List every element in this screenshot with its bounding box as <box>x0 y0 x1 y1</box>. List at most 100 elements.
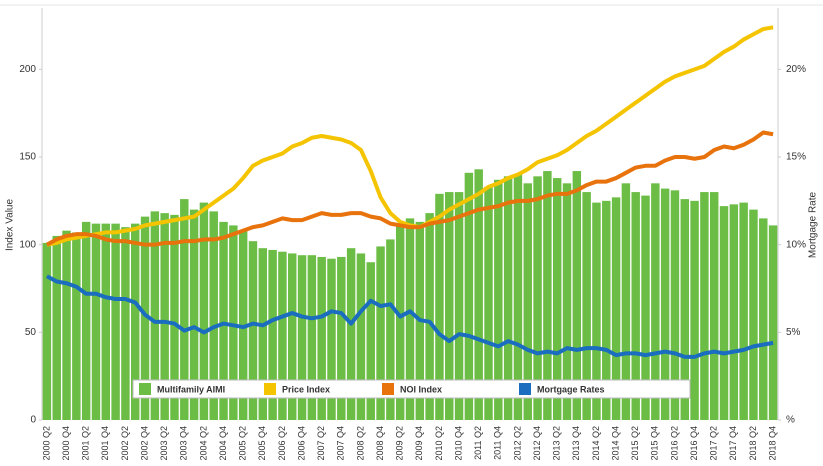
bar <box>523 183 532 420</box>
x-tick-label: 2002 Q2 <box>120 426 130 461</box>
bar <box>52 235 61 420</box>
bar <box>160 213 169 420</box>
x-tick-label: 2009 Q4 <box>414 426 424 461</box>
y-tick-label: 200 <box>19 64 36 75</box>
bar <box>631 192 640 420</box>
y-tick-label: 0 <box>30 415 36 426</box>
bar <box>189 209 199 420</box>
legend-swatch <box>382 383 394 395</box>
bar <box>307 255 317 420</box>
x-tick-label: 2011 Q4 <box>493 426 503 460</box>
bar <box>641 195 650 420</box>
bar <box>611 197 621 420</box>
x-tick-label: 2005 Q4 <box>257 426 267 461</box>
bar <box>503 176 513 420</box>
bar <box>229 225 238 420</box>
legend-label: Price Index <box>282 384 330 394</box>
bar <box>91 223 101 420</box>
bar <box>288 253 297 420</box>
x-tick-label: 2001 Q4 <box>100 426 110 461</box>
y2-tick-label: 20% <box>786 64 806 75</box>
x-tick-label: 2003 Q2 <box>159 426 169 461</box>
y-tick-label: 150 <box>19 152 36 163</box>
bar <box>395 225 405 420</box>
bar <box>494 179 503 420</box>
x-tick-label: 2016 Q4 <box>689 426 699 461</box>
bar <box>111 223 120 420</box>
bar <box>651 183 660 420</box>
x-tick-label: 2013 Q2 <box>552 426 562 461</box>
bar <box>680 199 689 420</box>
bar <box>670 190 680 420</box>
bar <box>464 172 474 420</box>
bar <box>386 239 395 420</box>
bar <box>209 211 218 420</box>
x-tick-label: 2008 Q4 <box>375 426 385 461</box>
bar <box>709 192 719 420</box>
bar <box>150 211 160 420</box>
bar <box>445 192 454 420</box>
legend-label: Multifamily AIMI <box>157 384 225 394</box>
x-tick-label: 2007 Q4 <box>336 426 346 461</box>
x-tick-label: 2016 Q2 <box>669 426 679 461</box>
bar <box>366 262 375 420</box>
bar <box>248 241 258 420</box>
x-tick-label: 2004 Q2 <box>198 426 208 461</box>
bar <box>572 171 582 420</box>
x-tick-label: 2018 Q4 <box>767 426 777 461</box>
x-tick-label: 2009 Q2 <box>395 426 405 461</box>
x-tick-label: 2000 Q2 <box>41 426 51 461</box>
x-tick-label: 2015 Q4 <box>650 426 660 461</box>
y2-tick-label: % <box>786 415 795 426</box>
line <box>45 274 774 359</box>
line <box>45 130 774 247</box>
x-tick-label: 2004 Q4 <box>218 426 228 461</box>
bar <box>317 256 326 420</box>
bar <box>278 251 287 420</box>
x-tick-label: 2014 Q2 <box>591 426 601 461</box>
y2-tick-label: 10% <box>786 239 806 250</box>
x-tick-label: 2006 Q2 <box>277 426 287 461</box>
legend-swatch <box>139 383 151 395</box>
bar <box>199 202 209 420</box>
bar <box>81 221 91 420</box>
y2-tick-label: 5% <box>786 327 801 338</box>
x-tick-label: 2005 Q2 <box>238 426 248 461</box>
legend-label: Mortgage Rates <box>537 384 605 394</box>
bar <box>602 200 611 420</box>
x-tick-label: 2010 Q2 <box>434 426 444 461</box>
x-tick-label: 2013 Q4 <box>571 426 581 461</box>
bar <box>543 171 552 420</box>
bar <box>729 204 739 420</box>
bar <box>327 258 336 420</box>
bar <box>425 213 434 420</box>
bar <box>297 255 307 420</box>
bar <box>42 242 52 420</box>
bar <box>749 209 758 420</box>
legend-swatch <box>519 383 531 395</box>
bar <box>268 249 277 420</box>
bar <box>552 178 562 420</box>
bar <box>719 206 729 420</box>
y2-tick-label: 15% <box>786 152 806 163</box>
y-axis-title: Index Value <box>5 199 16 252</box>
bar <box>258 248 268 420</box>
x-tick-label: 2017 Q2 <box>709 426 719 461</box>
bar <box>170 214 179 420</box>
x-tick-label: 2000 Q4 <box>61 426 71 461</box>
bar <box>759 218 768 420</box>
bar <box>562 183 572 420</box>
x-tick-label: 2003 Q4 <box>179 426 189 461</box>
x-tick-label: 2014 Q4 <box>610 426 620 461</box>
bar <box>484 186 493 420</box>
bar <box>768 225 778 420</box>
bar <box>219 221 228 420</box>
legend-label: NOI Index <box>400 384 442 394</box>
bar <box>72 232 81 420</box>
x-tick-label: 2011 Q2 <box>473 426 483 460</box>
bar <box>582 192 591 420</box>
x-tick-label: 2012 Q4 <box>532 426 542 461</box>
y-tick-label: 100 <box>19 239 36 250</box>
